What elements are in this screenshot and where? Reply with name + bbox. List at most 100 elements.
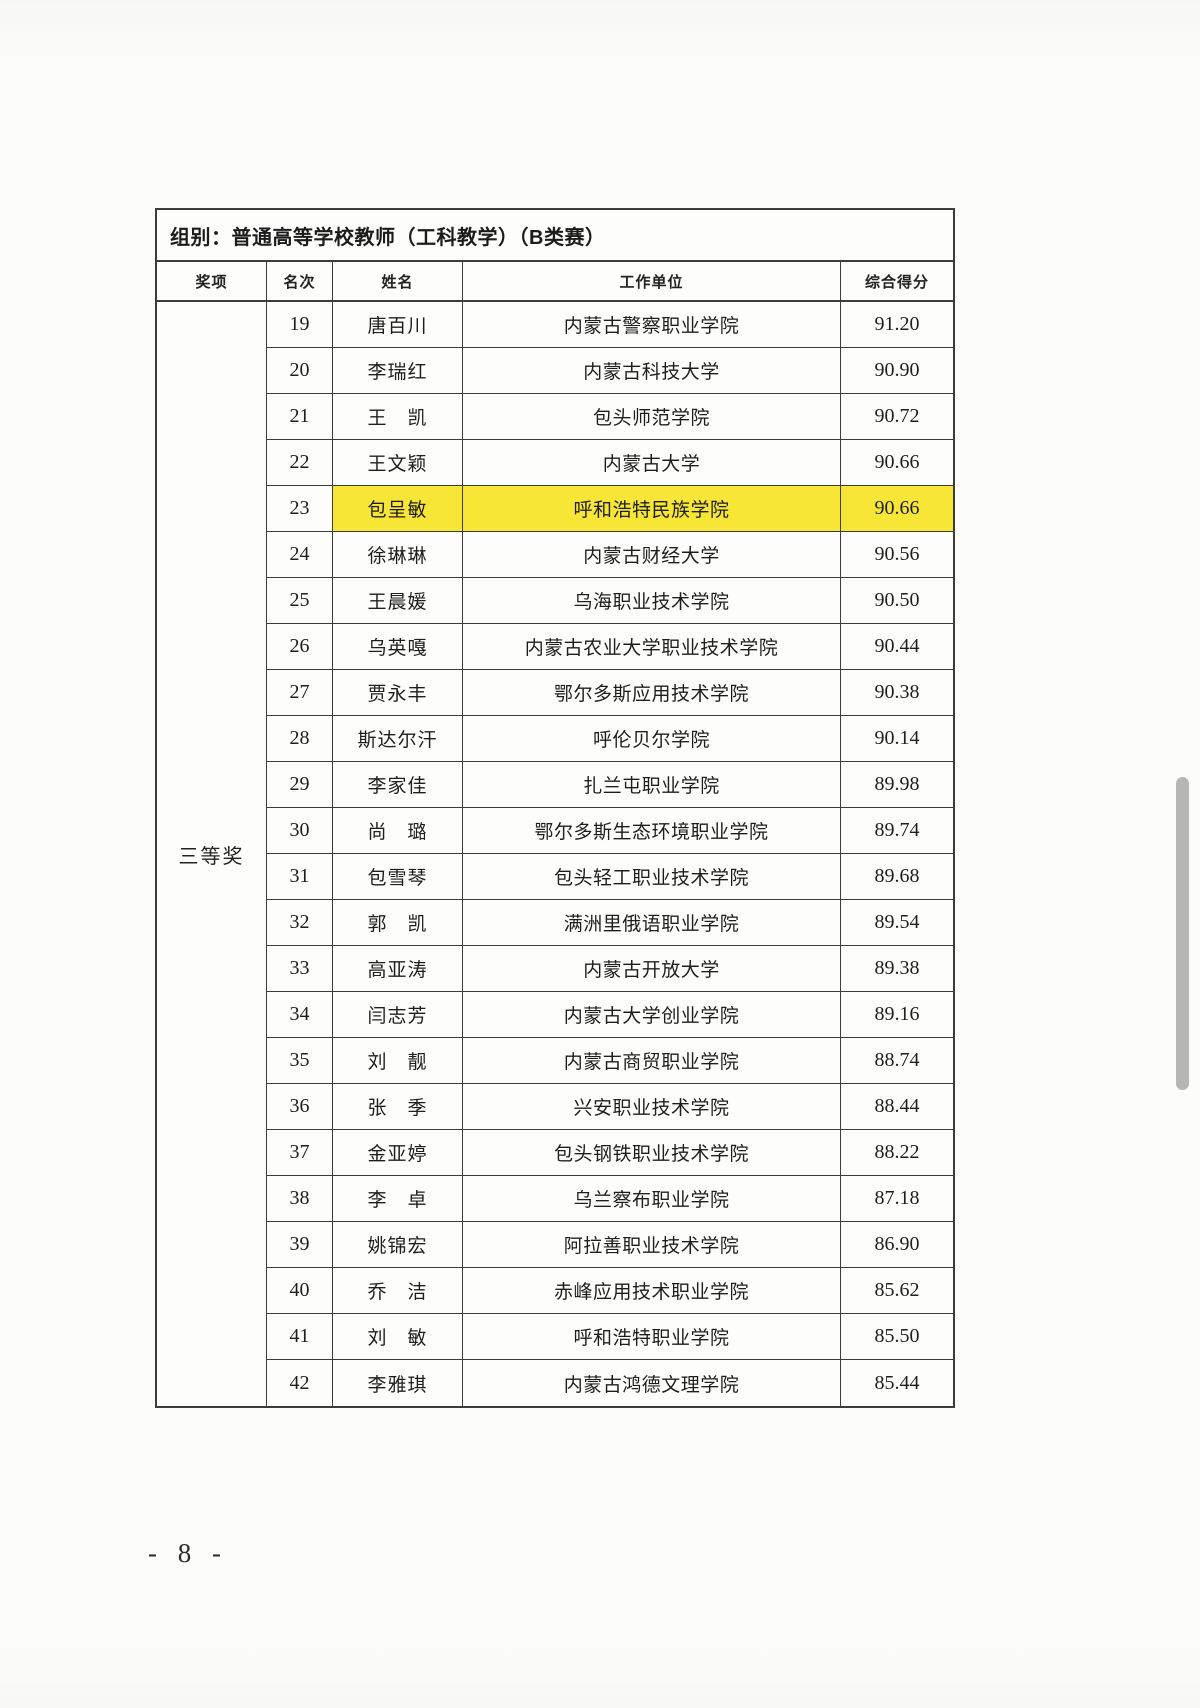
- rank-cell: 20: [267, 348, 333, 393]
- table-row: 22 王文颖 内蒙古大学 90.66: [267, 440, 953, 486]
- score-cell: 90.50: [874, 589, 920, 611]
- table-row: 33 高亚涛 内蒙古开放大学 89.38: [267, 946, 953, 992]
- rank-cell: 34: [267, 992, 333, 1037]
- table-header-row: 奖项 名次 姓名 工作单位 综合得分: [157, 262, 953, 302]
- rank-cell: 21: [267, 394, 333, 439]
- table-body: 三等奖 19 唐百川 内蒙古警察职业学院 91.20 20 李瑞红 内蒙古科技大…: [157, 302, 953, 1406]
- rank-cell: 35: [267, 1038, 333, 1083]
- rank-cell: 38: [267, 1176, 333, 1221]
- unit-cell: 包头钢铁职业技术学院: [463, 1130, 841, 1175]
- scrollbar-thumb[interactable]: [1176, 777, 1189, 1090]
- unit-cell: 兴安职业技术学院: [463, 1084, 841, 1129]
- table-row: 37 金亚婷 包头钢铁职业技术学院 88.22: [267, 1130, 953, 1176]
- column-header-name: 姓名: [333, 262, 463, 300]
- score-cell: 88.44: [874, 1095, 920, 1117]
- name-cell: 唐百川: [333, 302, 463, 347]
- score-cell: 85.44: [874, 1371, 920, 1394]
- table-row: 31 包雪琴 包头轻工职业技术学院 89.68: [267, 854, 953, 900]
- table-row: 38 李 卓 乌兰察布职业学院 87.18: [267, 1176, 953, 1222]
- unit-cell: 内蒙古大学创业学院: [463, 992, 841, 1037]
- table-row: 27 贾永丰 鄂尔多斯应用技术学院 90.38: [267, 670, 953, 716]
- table-row: 19 唐百川 内蒙古警察职业学院 91.20: [267, 302, 953, 348]
- name-cell: 贾永丰: [333, 670, 463, 715]
- table-row: 39 姚锦宏 阿拉善职业技术学院 86.90: [267, 1222, 953, 1268]
- unit-cell: 呼和浩特民族学院: [463, 486, 841, 531]
- table-group-title: 组别：普通高等学校教师（工科教学）（B类赛）: [157, 210, 953, 262]
- name-cell: 李家佳: [333, 762, 463, 807]
- table-row: 29 李家佳 扎兰屯职业学院 89.98: [267, 762, 953, 808]
- name-cell: 包雪琴: [333, 854, 463, 899]
- table-row: 32 郭 凯 满洲里俄语职业学院 89.54: [267, 900, 953, 946]
- rank-cell: 22: [267, 440, 333, 485]
- name-cell: 王文颖: [333, 440, 463, 485]
- score-cell: 89.74: [874, 819, 920, 841]
- table-row: 21 王 凯 包头师范学院 90.72: [267, 394, 953, 440]
- name-cell: 刘 靓: [333, 1038, 463, 1083]
- score-cell: 88.22: [874, 1141, 920, 1163]
- page-number: - 8 -: [148, 1538, 228, 1568]
- unit-cell: 内蒙古科技大学: [463, 348, 841, 393]
- name-cell: 闫志芳: [333, 992, 463, 1037]
- unit-cell: 包头轻工职业技术学院: [463, 854, 841, 899]
- unit-cell: 呼伦贝尔学院: [463, 716, 841, 761]
- score-cell: 85.50: [874, 1325, 920, 1347]
- name-cell: 李雅琪: [333, 1360, 463, 1406]
- name-cell: 徐琳琳: [333, 532, 463, 577]
- rank-cell: 39: [267, 1222, 333, 1267]
- unit-cell: 扎兰屯职业学院: [463, 762, 841, 807]
- table-row: 23 包呈敏 呼和浩特民族学院 90.66: [267, 486, 953, 532]
- rank-cell: 37: [267, 1130, 333, 1175]
- table-row: 20 李瑞红 内蒙古科技大学 90.90: [267, 348, 953, 394]
- award-table: 组别：普通高等学校教师（工科教学）（B类赛） 奖项 名次 姓名 工作单位 综合得…: [155, 208, 955, 1408]
- column-header-unit: 工作单位: [463, 262, 841, 300]
- score-cell: 89.54: [874, 911, 920, 933]
- table-row: 30 尚 璐 鄂尔多斯生态环境职业学院 89.74: [267, 808, 953, 854]
- score-cell: 90.44: [874, 635, 920, 657]
- table-row: 42 李雅琪 内蒙古鸿德文理学院 85.44: [267, 1360, 953, 1406]
- score-cell: 91.20: [874, 313, 920, 335]
- name-cell: 姚锦宏: [333, 1222, 463, 1267]
- name-cell: 高亚涛: [333, 946, 463, 991]
- score-cell: 89.68: [874, 865, 920, 887]
- unit-cell: 满洲里俄语职业学院: [463, 900, 841, 945]
- table-rows: 19 唐百川 内蒙古警察职业学院 91.20 20 李瑞红 内蒙古科技大学 90…: [267, 302, 953, 1406]
- rank-cell: 26: [267, 624, 333, 669]
- rank-cell: 42: [267, 1360, 333, 1406]
- column-header-rank: 名次: [267, 262, 333, 300]
- unit-cell: 内蒙古农业大学职业技术学院: [463, 624, 841, 669]
- rank-cell: 27: [267, 670, 333, 715]
- rank-cell: 30: [267, 808, 333, 853]
- score-cell: 89.38: [874, 957, 920, 979]
- score-cell: 90.38: [874, 681, 920, 703]
- rank-cell: 33: [267, 946, 333, 991]
- table-row: 41 刘 敏 呼和浩特职业学院 85.50: [267, 1314, 953, 1360]
- score-cell: 89.16: [874, 1003, 920, 1025]
- table-row: 34 闫志芳 内蒙古大学创业学院 89.16: [267, 992, 953, 1038]
- score-cell: 85.62: [874, 1279, 920, 1301]
- rank-cell: 25: [267, 578, 333, 623]
- unit-cell: 内蒙古开放大学: [463, 946, 841, 991]
- unit-cell: 赤峰应用技术职业学院: [463, 1268, 841, 1313]
- unit-cell: 内蒙古鸿德文理学院: [463, 1360, 841, 1406]
- score-cell: 88.74: [874, 1049, 920, 1071]
- rank-cell: 29: [267, 762, 333, 807]
- name-cell: 乔 洁: [333, 1268, 463, 1313]
- table-row: 26 乌英嘎 内蒙古农业大学职业技术学院 90.44: [267, 624, 953, 670]
- rank-cell: 31: [267, 854, 333, 899]
- unit-cell: 鄂尔多斯生态环境职业学院: [463, 808, 841, 853]
- table-row: 35 刘 靓 内蒙古商贸职业学院 88.74: [267, 1038, 953, 1084]
- name-cell: 王 凯: [333, 394, 463, 439]
- name-cell: 尚 璐: [333, 808, 463, 853]
- name-cell: 包呈敏: [333, 486, 463, 531]
- unit-cell: 乌兰察布职业学院: [463, 1176, 841, 1221]
- table-row: 36 张 季 兴安职业技术学院 88.44: [267, 1084, 953, 1130]
- name-cell: 刘 敏: [333, 1314, 463, 1359]
- award-tier-cell: 三等奖: [157, 302, 267, 1406]
- column-header-award: 奖项: [157, 262, 267, 300]
- unit-cell: 内蒙古商贸职业学院: [463, 1038, 841, 1083]
- unit-cell: 乌海职业技术学院: [463, 578, 841, 623]
- rank-cell: 23: [267, 486, 333, 531]
- unit-cell: 阿拉善职业技术学院: [463, 1222, 841, 1267]
- name-cell: 金亚婷: [333, 1130, 463, 1175]
